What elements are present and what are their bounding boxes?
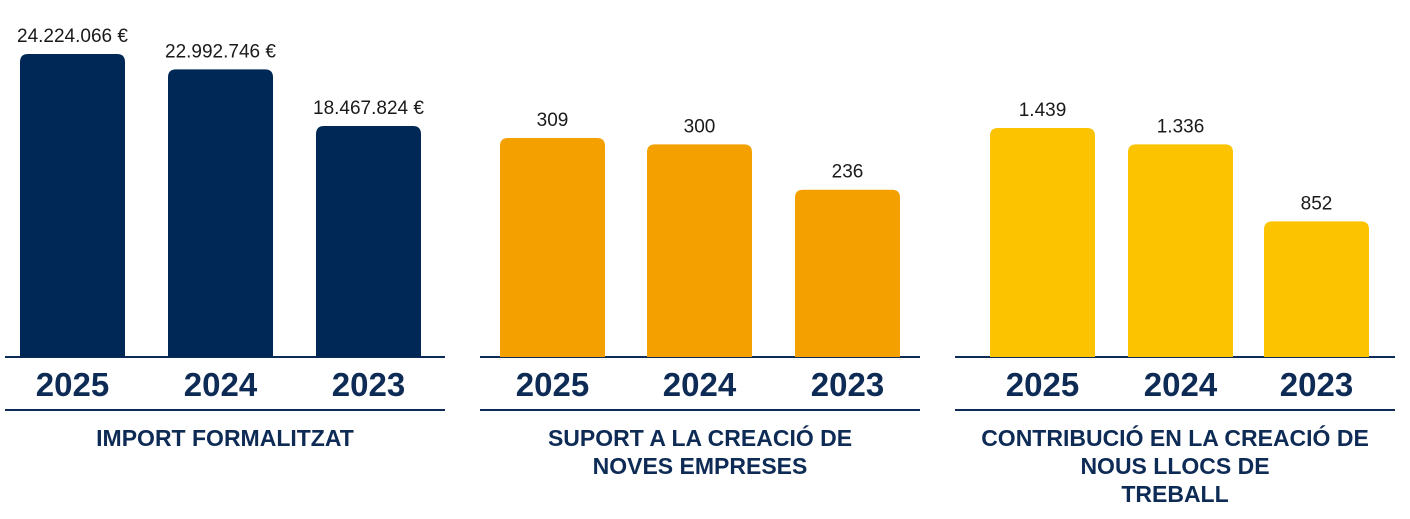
x-tick-label: 2023 — [811, 366, 884, 403]
bar — [1264, 221, 1369, 357]
chart-title-line: SUPORT A LA CREACIÓ DE — [547, 425, 853, 451]
chart-title-line: NOVES EMPRESES — [592, 453, 808, 479]
chart-title-line: TREBALL — [1121, 481, 1229, 507]
x-tick-label: 2023 — [1280, 366, 1353, 403]
chart-title-line: CONTRIBUCIÓ EN LA CREACIÓ DE — [981, 425, 1369, 451]
chart-suport-noves-empreses: 309 2025 300 2024 236 2023 SUPORT A LA CREACI… — [480, 0, 920, 519]
bar — [1128, 144, 1233, 357]
chart-title: IMPORT FORMALITZAT — [5, 424, 445, 452]
bar-value-label: 300 — [684, 116, 716, 137]
chart-title: SUPORT A LA CREACIÓ DE NOVES EMPRESES — [480, 424, 920, 480]
chart-plot: 24.224.066 € 2025 22.992.746 € 2024 18.467.8… — [5, 26, 445, 411]
x-tick-label: 2025 — [516, 366, 589, 403]
bar — [500, 138, 605, 357]
bar-value-label: 1.336 — [1157, 116, 1205, 137]
bar-value-label: 18.467.824 € — [313, 98, 424, 119]
bar — [316, 126, 421, 357]
bar-value-label: 236 — [832, 162, 864, 183]
x-tick-label: 2024 — [1144, 366, 1218, 403]
bar-value-label: 1.439 — [1019, 100, 1067, 121]
bar-value-label: 22.992.746 € — [165, 41, 276, 62]
bar — [20, 54, 125, 357]
chart-plot: 1.439 2025 1.336 2024 852 2023 — [955, 100, 1395, 411]
bar-value-label: 852 — [1301, 193, 1333, 214]
chart-plot: 309 2025 300 2024 236 2023 — [480, 110, 920, 411]
chart-title: CONTRIBUCIÓ EN LA CREACIÓ DE NOUS LLOCS … — [955, 424, 1395, 508]
x-tick-label: 2024 — [184, 366, 258, 403]
x-tick-label: 2023 — [332, 366, 405, 403]
bar — [168, 69, 273, 358]
bar-value-label: 309 — [537, 110, 569, 131]
bar — [990, 128, 1095, 357]
bar-value-label: 24.224.066 € — [17, 26, 128, 47]
x-tick-label: 2025 — [36, 366, 109, 403]
chart-title-line: NOUS LLOCS DE — [1080, 453, 1270, 479]
x-tick-label: 2025 — [1006, 366, 1079, 403]
bar — [647, 144, 752, 357]
chart-import-formalitzat: 24.224.066 € 2025 22.992.746 € 2024 18.467.8… — [5, 0, 445, 519]
bar — [795, 189, 900, 357]
chart-contribucio-llocs-treball: 1.439 2025 1.336 2024 852 2023 CONTRIBUCIÓ EN… — [955, 0, 1395, 519]
x-tick-label: 2024 — [663, 366, 737, 403]
chart-title-line: IMPORT FORMALITZAT — [96, 425, 354, 451]
